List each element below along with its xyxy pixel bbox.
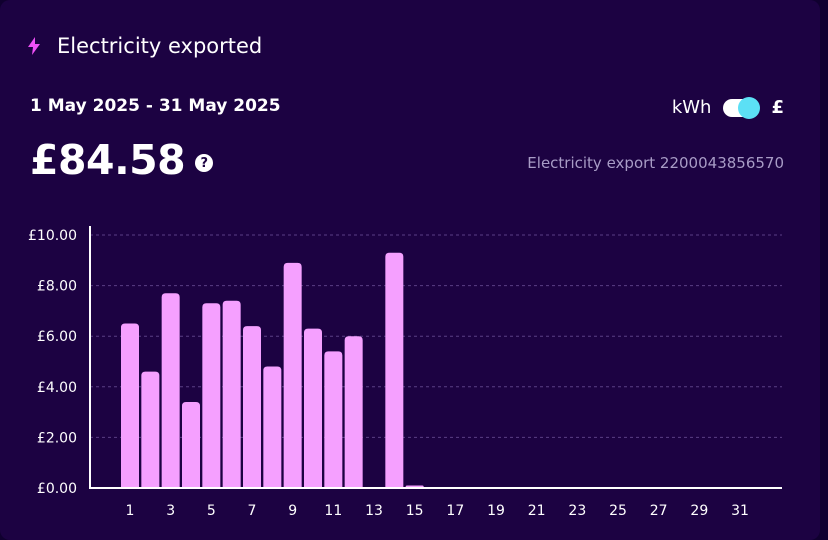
x-tick-label: 25 <box>609 503 627 519</box>
x-tick-label: 11 <box>324 503 342 519</box>
bar <box>344 336 363 488</box>
x-tick-label: 29 <box>690 503 708 519</box>
total-amount: £84.58 ? <box>30 136 214 184</box>
x-tick-label: 9 <box>288 503 297 519</box>
bar <box>222 300 241 488</box>
bar <box>324 351 343 488</box>
unit-gbp-label[interactable]: £ <box>771 97 784 118</box>
x-tick-label: 27 <box>650 503 668 519</box>
help-icon[interactable]: ? <box>195 154 214 172</box>
bar <box>202 303 221 488</box>
bar <box>385 252 404 488</box>
bar <box>283 262 302 488</box>
y-tick-label: £8.00 <box>37 279 77 295</box>
bar <box>121 323 139 488</box>
y-tick-label: £2.00 <box>37 430 77 446</box>
x-tick-label: 7 <box>248 503 257 519</box>
date-range: 1 May 2025 - 31 May 2025 <box>30 96 281 116</box>
total-amount-value: £84.58 <box>30 136 186 184</box>
bar <box>304 328 322 488</box>
meter-label: Electricity export 2200043856570 <box>527 154 784 172</box>
y-tick-label: £0.00 <box>37 481 77 497</box>
x-tick-label: 19 <box>487 503 505 519</box>
x-tick-label: 1 <box>126 503 135 519</box>
y-tick-label: £4.00 <box>37 380 77 396</box>
unit-toggle-switch[interactable] <box>723 96 761 119</box>
x-tick-label: 13 <box>365 503 383 519</box>
bar <box>263 366 282 488</box>
card-title: Electricity exported <box>57 34 263 58</box>
x-tick-label: 5 <box>207 503 216 519</box>
x-tick-label: 17 <box>446 503 464 519</box>
x-tick-label: 31 <box>731 503 749 519</box>
bar <box>141 371 160 488</box>
lightning-bolt-icon <box>28 37 40 55</box>
x-tick-label: 3 <box>166 503 175 519</box>
toggle-knob <box>738 96 761 119</box>
x-tick-label: 15 <box>406 503 424 519</box>
x-tick-label: 21 <box>528 503 546 519</box>
bar <box>161 293 180 488</box>
bar <box>243 326 261 488</box>
unit-toggle-group: kWh £ <box>671 96 784 119</box>
y-tick-label: £10.00 <box>28 228 77 244</box>
bar <box>182 401 200 488</box>
y-tick-label: £6.00 <box>37 329 77 345</box>
bar-chart: £0.00£2.00£4.00£6.00£8.00£10.001 3 5 7 9 11 13… <box>28 226 782 519</box>
x-tick-label: 23 <box>568 503 586 519</box>
card-header: Electricity exported <box>27 34 262 58</box>
unit-kwh-label[interactable]: kWh <box>671 97 712 118</box>
